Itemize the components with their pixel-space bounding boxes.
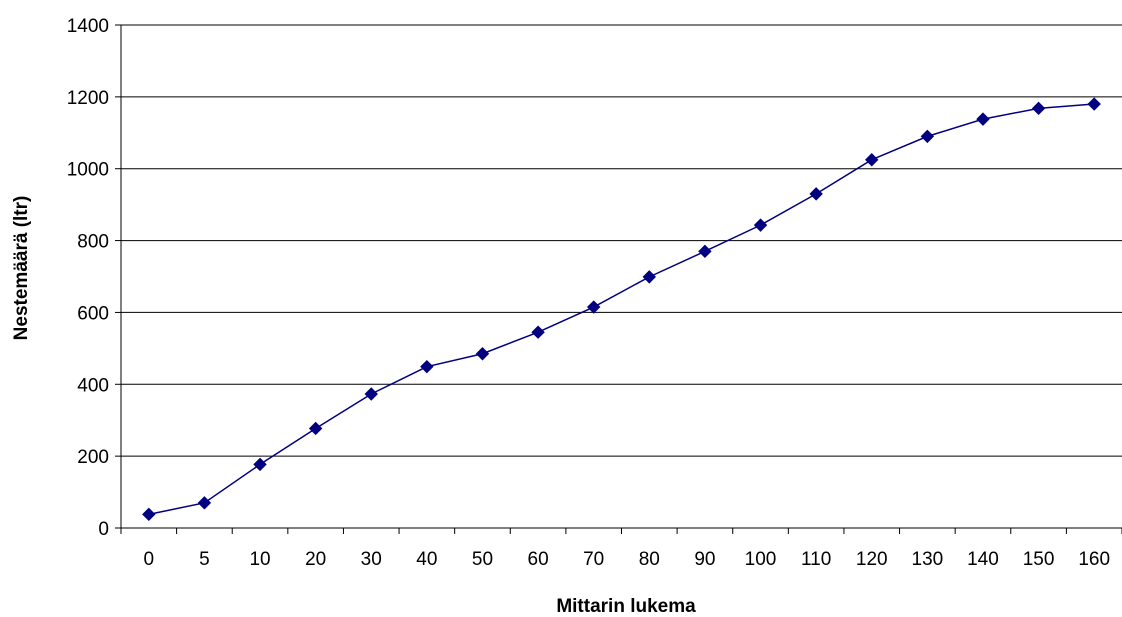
x-tick-label: 80 xyxy=(639,549,660,570)
x-tick-label: 30 xyxy=(361,549,382,570)
y-tick-label: 0 xyxy=(98,519,109,540)
y-tick-label: 600 xyxy=(77,303,109,324)
x-tick-label: 90 xyxy=(694,549,715,570)
y-tick-label: 1000 xyxy=(67,160,109,181)
data-point-marker xyxy=(142,507,156,522)
data-point-marker xyxy=(753,218,768,232)
data-point-marker xyxy=(364,387,378,401)
data-point-marker xyxy=(642,270,657,284)
data-point-marker xyxy=(1031,101,1046,116)
y-tick-labels: 0 200 400 600 800 1000 1200 1400 xyxy=(67,16,109,540)
y-tick-label: 200 xyxy=(77,447,109,468)
x-tick-label: 130 xyxy=(912,549,944,570)
data-point-marker xyxy=(475,347,490,361)
x-tick-label: 5 xyxy=(199,549,210,570)
data-point-marker xyxy=(197,496,212,510)
data-point-marker xyxy=(253,457,267,472)
data-point-marker xyxy=(865,153,879,167)
x-tick-label: 40 xyxy=(416,549,437,570)
x-tick-label: 60 xyxy=(528,549,549,570)
gridlines xyxy=(121,24,1122,457)
x-tick-label: 160 xyxy=(1078,549,1110,570)
x-tick-label: 120 xyxy=(856,549,888,570)
axes xyxy=(115,24,1122,534)
y-tick-label: 1200 xyxy=(67,88,109,109)
y-axis-title: Nestemäärä (ltr) xyxy=(11,196,32,341)
data-point-marker xyxy=(531,325,545,339)
data-point-marker xyxy=(420,359,434,374)
x-tick-label: 10 xyxy=(249,549,270,570)
data-point-marker xyxy=(1087,97,1101,111)
x-tick-labels: 0 5 10 20 30 40 50 60 70 80 90 100 110 120 130 140 150 16… xyxy=(144,549,1111,570)
x-tick-label: 0 xyxy=(144,549,155,570)
x-tick-label: 50 xyxy=(472,549,493,570)
x-tick-label: 150 xyxy=(1023,549,1055,570)
x-tick-label: 140 xyxy=(967,549,999,570)
y-tick-label: 400 xyxy=(77,375,109,396)
data-point-marker xyxy=(698,244,712,259)
data-point-marker xyxy=(976,112,990,126)
x-tick-label: 110 xyxy=(801,549,831,570)
series xyxy=(142,97,1101,522)
data-point-marker xyxy=(308,421,323,436)
data-point-marker xyxy=(809,187,823,201)
x-tick-label: 100 xyxy=(745,549,777,570)
y-tick-label: 1400 xyxy=(67,16,109,37)
y-tick-label: 800 xyxy=(77,232,109,253)
data-point-marker xyxy=(920,129,935,144)
series-line xyxy=(148,103,1095,516)
data-point-marker xyxy=(586,300,601,314)
x-tick-label: 70 xyxy=(583,549,604,570)
x-axis-title: Mittarin lukema xyxy=(556,596,696,617)
x-tick-label: 20 xyxy=(305,549,326,570)
